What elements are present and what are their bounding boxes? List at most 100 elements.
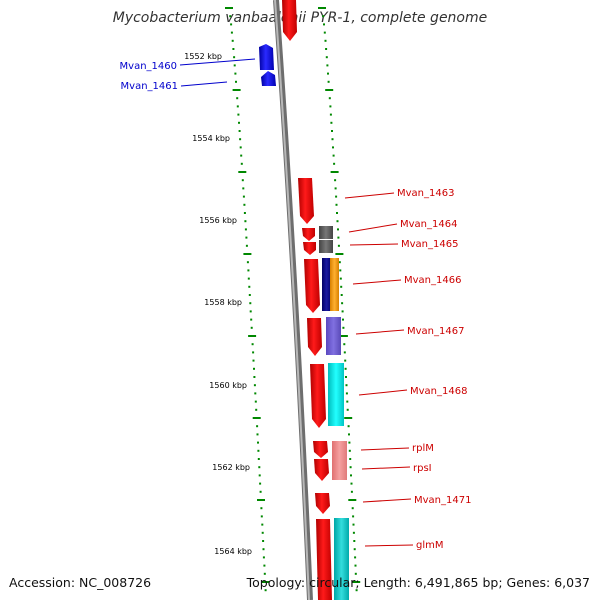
minor-tick [323, 23, 325, 26]
cog-box[interactable] [322, 258, 331, 311]
gene-label[interactable]: Mvan_1471 [414, 495, 471, 506]
minor-tick [348, 449, 351, 452]
minor-tick [337, 244, 340, 247]
gene-arrow[interactable] [316, 519, 332, 600]
major-tick [335, 253, 344, 255]
scale-label: 1562 kbp [212, 463, 250, 472]
minor-tick [330, 121, 333, 124]
minor-tick [337, 228, 339, 231]
gene-arrow[interactable] [298, 178, 314, 224]
gene-label[interactable]: glmM [416, 540, 444, 551]
minor-tick [261, 523, 264, 526]
cog-box[interactable] [328, 363, 344, 426]
leader-line [364, 544, 414, 547]
minor-tick [259, 482, 262, 485]
cog-boxes [319, 226, 349, 600]
minor-tick [254, 392, 257, 395]
gene-arrow[interactable] [259, 44, 274, 70]
minor-tick [232, 48, 235, 50]
gene-label[interactable]: Mvan_1466 [404, 275, 461, 286]
minor-tick [345, 376, 347, 378]
cog-box[interactable] [319, 226, 333, 239]
minor-tick [343, 343, 346, 346]
minor-tick [246, 261, 249, 264]
minor-tick [331, 130, 333, 132]
gene-label[interactable]: Mvan_1465 [401, 239, 458, 250]
minor-tick [353, 540, 356, 542]
gene-arrow[interactable] [310, 364, 326, 428]
minor-tick [326, 64, 329, 67]
cog-box[interactable] [334, 518, 349, 600]
minor-tick [264, 589, 267, 592]
minor-tick [236, 97, 239, 100]
gene-label[interactable]: Mvan_1460 [120, 61, 177, 72]
minor-tick [230, 31, 233, 34]
scale-label: 1554 kbp [192, 134, 230, 143]
minor-tick [334, 179, 337, 182]
minor-tick [342, 318, 344, 321]
gene-label[interactable]: Mvan_1464 [400, 219, 457, 230]
minor-tick [247, 277, 250, 280]
gene-label[interactable]: rplM [412, 443, 434, 454]
gene-label[interactable]: Mvan_1463 [397, 188, 454, 199]
minor-tick [345, 384, 348, 387]
leader-line [352, 279, 402, 285]
gene-arrow[interactable] [303, 242, 316, 255]
major-tick [243, 253, 252, 255]
minor-tick [244, 220, 247, 223]
gene-label[interactable]: rpsI [413, 463, 432, 474]
minor-tick [342, 326, 345, 329]
minor-tick [230, 23, 233, 26]
gene-arrow[interactable] [315, 493, 330, 514]
minor-tick [340, 285, 343, 288]
minor-tick [258, 466, 261, 469]
minor-tick [353, 548, 356, 551]
topology-text: Topology: circular; Length: 6,491,865 bp… [246, 575, 590, 590]
gene-arrow[interactable] [302, 228, 315, 241]
minor-tick [348, 433, 350, 436]
gene-arrow[interactable] [307, 318, 322, 356]
cog-box[interactable] [332, 441, 347, 480]
cog-box[interactable] [326, 317, 341, 355]
minor-tick [255, 408, 258, 411]
leader-line [361, 466, 411, 470]
minor-tick [343, 351, 346, 354]
cog-box[interactable] [319, 240, 333, 253]
minor-tick [324, 39, 327, 42]
reverse-strand-genes [259, 44, 276, 86]
gene-arrow[interactable] [314, 459, 329, 481]
minor-tick [260, 507, 263, 510]
minor-tick [253, 376, 256, 378]
gene-label[interactable]: Mvan_1468 [410, 386, 467, 397]
gene-arrow[interactable] [313, 441, 328, 458]
minor-tick [247, 269, 250, 272]
scale-label: 1552 kbp [184, 52, 222, 61]
gene-label[interactable]: Mvan_1461 [121, 81, 178, 92]
minor-tick [250, 318, 253, 321]
minor-tick [229, 15, 232, 18]
minor-tick [338, 261, 341, 264]
leader-line [180, 81, 228, 87]
major-tick [225, 7, 233, 9]
leader-line [362, 498, 412, 503]
minor-tick [240, 154, 243, 157]
minor-tick [336, 220, 339, 223]
minor-tick [253, 367, 255, 370]
minor-tick [331, 138, 334, 141]
gene-label[interactable]: Mvan_1467 [407, 326, 464, 337]
gene-arrow[interactable] [304, 259, 320, 313]
minor-tick [257, 449, 260, 452]
gene-arrow[interactable] [282, 0, 297, 41]
cog-box[interactable] [330, 258, 339, 311]
minor-tick [241, 179, 244, 182]
minor-tick [329, 113, 332, 116]
minor-tick [340, 294, 343, 296]
leader-line [348, 223, 398, 233]
gene-arrow[interactable] [261, 71, 276, 86]
minor-tick [333, 162, 336, 165]
minor-tick [339, 269, 342, 272]
major-tick [325, 89, 334, 91]
minor-tick [238, 121, 240, 124]
minor-tick [261, 531, 264, 534]
